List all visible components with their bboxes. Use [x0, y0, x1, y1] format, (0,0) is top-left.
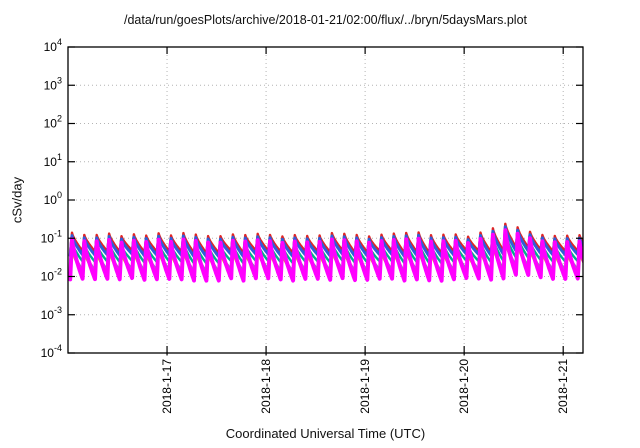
- y-tick-label: 102: [44, 114, 62, 131]
- x-tick-label: 2018-1-20: [457, 359, 471, 414]
- y-tick-label: 101: [44, 152, 62, 169]
- x-tick-label: 2018-1-19: [358, 359, 372, 414]
- series-group: [68, 222, 583, 283]
- x-tick-label: 2018-1-17: [160, 359, 174, 414]
- x-tick-label: 2018-1-18: [259, 359, 273, 414]
- y-tick-label: 103: [44, 75, 62, 92]
- y-tick-label: 10-2: [41, 267, 62, 284]
- plot-frame: [67, 46, 584, 354]
- series-magenta-line: [68, 228, 583, 283]
- y-tick-label: 10-4: [41, 343, 62, 360]
- x-axis-label: Coordinated Universal Time (UTC): [225, 426, 426, 441]
- x-tick-label: 2018-1-21: [556, 359, 570, 414]
- y-tick-label: 100: [44, 190, 62, 207]
- y-tick-label: 10-1: [41, 228, 62, 245]
- y-tick-label: 104: [44, 37, 62, 54]
- y-tick-label: 10-3: [41, 305, 62, 322]
- plot-title: /data/run/goesPlots/archive/2018-01-21/0…: [123, 13, 527, 27]
